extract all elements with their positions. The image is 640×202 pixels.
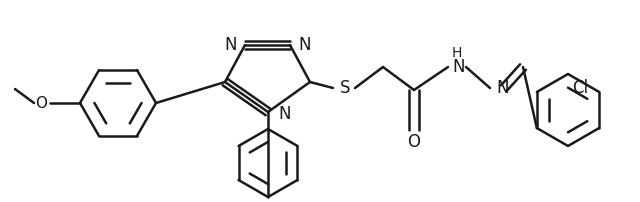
Text: N: N	[278, 105, 291, 123]
Text: N: N	[452, 58, 465, 76]
Text: Cl: Cl	[572, 79, 588, 97]
Text: O: O	[408, 133, 420, 151]
Text: S: S	[340, 79, 350, 97]
Text: N: N	[496, 79, 509, 97]
Text: O: O	[35, 96, 47, 110]
Text: N: N	[298, 36, 310, 54]
Text: N: N	[225, 36, 237, 54]
Text: H: H	[452, 46, 462, 60]
